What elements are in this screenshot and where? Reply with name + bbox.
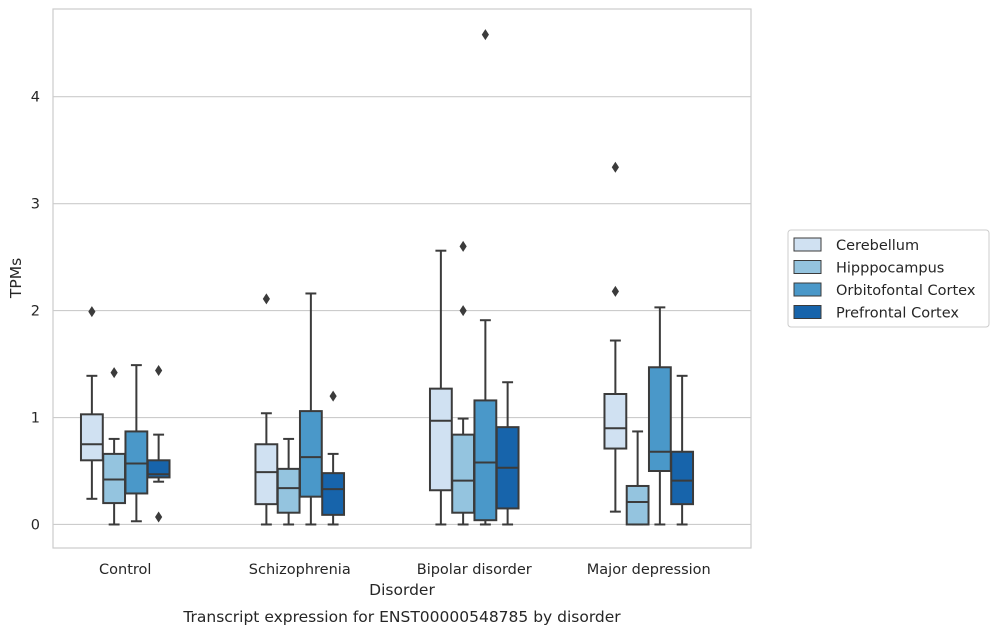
y-axis-label: TPMs [7,258,25,299]
x-tick-label: Major depression [587,562,711,578]
legend-frame [787,229,990,328]
legend-swatch [793,237,822,252]
box [625,484,650,526]
plot-area-frame [52,8,752,549]
x-tick-label: Schizophrenia [249,562,351,578]
y-tick-label: 4 [31,90,40,106]
x-tick-label: Control [99,562,151,578]
y-tick-label: 1 [31,411,40,427]
x-axis-label: Disorder [369,581,435,599]
outlier-point [459,305,467,317]
legend-swatch [793,260,822,274]
box [670,450,695,506]
series-orbitofontal-cortex [124,29,672,526]
outlier-point [329,390,337,402]
box [102,452,127,505]
box [473,399,498,522]
outlier-point [155,364,163,376]
chart-title: Transcript expression for ENST0000054878… [182,608,621,626]
box [124,430,149,495]
legend-label: Orbitofontal Cortex [836,283,976,299]
series-cerebellum [79,161,628,526]
box [276,467,301,514]
legend: Cerebellum Hipppocampus Orbitofontal Corte… [787,229,990,328]
box [647,366,672,472]
box [254,443,279,506]
y-tick-label: 3 [31,197,40,213]
y-axis-ticks: 0 1 2 3 4 [31,90,40,534]
box [428,387,453,492]
y-tick-label: 0 [31,517,40,533]
box [79,413,104,462]
series-hipppocampus [102,240,650,526]
box [298,410,323,498]
box [146,459,171,479]
series-prefrontal-cortex [146,364,695,526]
legend-label: Prefrontal Cortex [836,306,959,322]
x-axis-ticks: Control Schizophrenia Bipolar disorder Majo… [99,562,711,578]
outlier-point [481,29,489,41]
outlier-point [262,293,270,305]
outlier-point [611,285,619,297]
legend-swatch [793,305,822,319]
legend-label: Cerebellum [836,238,919,254]
outlier-point [110,367,118,379]
box [451,433,476,514]
box-series [79,29,695,526]
y-tick-label: 2 [31,304,40,320]
legend-swatch [793,282,822,297]
outlier-point [155,511,163,523]
x-tick-label: Bipolar disorder [417,562,532,578]
box [321,472,346,516]
outlier-point [459,240,467,252]
outlier-point [611,161,619,173]
legend-label: Hipppocampus [836,261,944,277]
outlier-point [88,306,96,318]
box [603,393,628,450]
